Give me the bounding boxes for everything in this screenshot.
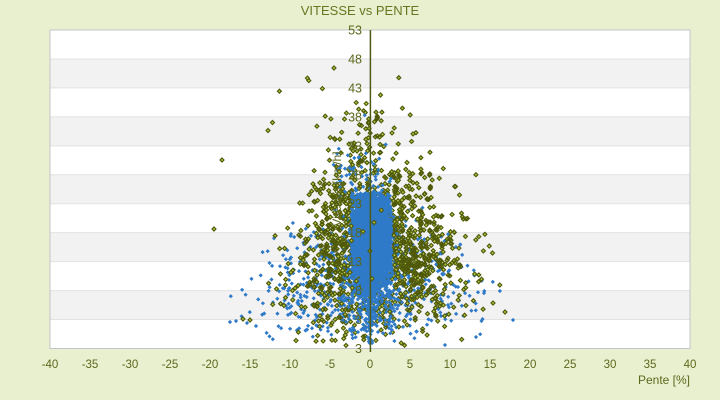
svg-text:-35: -35 <box>82 359 99 371</box>
svg-text:18: 18 <box>348 226 362 240</box>
svg-text:48: 48 <box>348 52 362 66</box>
svg-text:-40: -40 <box>42 359 59 371</box>
svg-text:-10: -10 <box>282 359 299 371</box>
svg-text:38: 38 <box>348 110 362 124</box>
svg-text:0: 0 <box>367 359 373 371</box>
svg-text:3: 3 <box>355 342 362 356</box>
svg-text:25: 25 <box>564 359 577 371</box>
svg-text:-15: -15 <box>242 359 259 371</box>
svg-text:3: 3 <box>355 313 362 327</box>
svg-text:43: 43 <box>348 81 362 95</box>
svg-text:30: 30 <box>604 359 617 371</box>
svg-text:-30: -30 <box>122 359 139 371</box>
svg-text:28: 28 <box>348 168 362 182</box>
svg-text:35: 35 <box>644 359 657 371</box>
svg-text:-25: -25 <box>162 359 179 371</box>
svg-text:Pente [%]: Pente [%] <box>638 373 690 387</box>
svg-text:5: 5 <box>407 359 413 371</box>
svg-text:8: 8 <box>355 284 362 298</box>
svg-text:VITESSE vs PENTE: VITESSE vs PENTE <box>301 3 420 18</box>
svg-text:20: 20 <box>524 359 537 371</box>
svg-text:33: 33 <box>348 139 362 153</box>
svg-text:-5: -5 <box>325 359 335 371</box>
svg-text:40: 40 <box>684 359 697 371</box>
svg-text:-20: -20 <box>202 359 219 371</box>
svg-text:13: 13 <box>348 255 362 269</box>
svg-text:Vitesse [km/h]: Vitesse [km/h] <box>330 151 344 226</box>
svg-text:10: 10 <box>444 359 457 371</box>
svg-text:23: 23 <box>348 197 362 211</box>
svg-text:15: 15 <box>484 359 497 371</box>
svg-text:53: 53 <box>348 24 362 38</box>
